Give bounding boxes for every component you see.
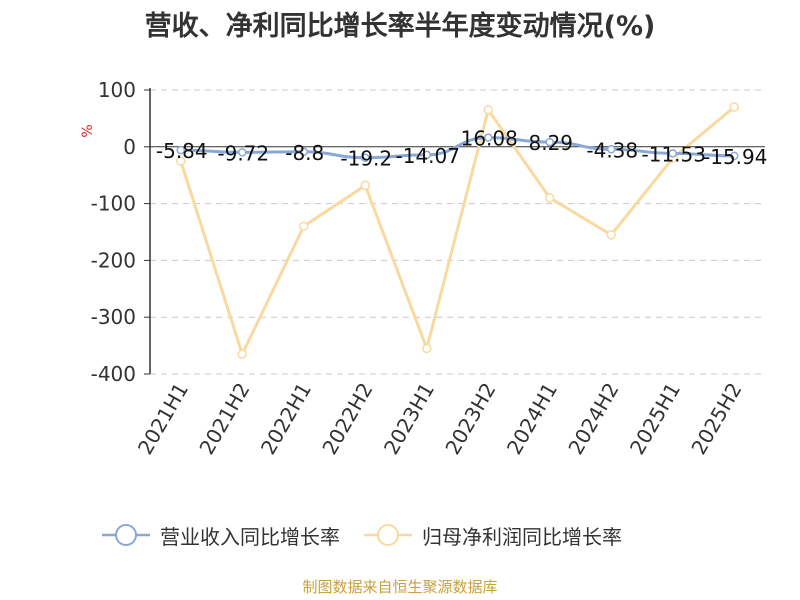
revenue-point [238,148,247,157]
net-profit-point [237,349,247,359]
revenue-point [176,145,185,155]
revenue-point [730,151,739,161]
data-label: 8.29 [528,131,573,155]
legend-swatch-revenue [102,524,150,546]
data-label: -4.38 [586,138,638,162]
data-label: 16.08 [461,127,518,151]
legend: 营业收入同比增长率 归母净利润同比增长率 [100,520,644,550]
net-profit-point [299,221,309,232]
net-profit-point [360,180,370,191]
data-label: -5.84 [156,139,208,163]
data-label: -8.8 [285,141,324,165]
legend-label-revenue: 营业收入同比增长率 [160,524,340,549]
legend-label-net-profit: 归母净利润同比增长率 [422,524,622,549]
data-label: -14.07 [396,144,460,168]
net-profit-point [483,105,493,115]
net-profit-point [606,230,616,240]
data-label: -15.94 [703,145,767,169]
x-tick-label: 2024H2 [563,379,623,459]
x-tick-label: 2023H2 [440,379,500,459]
revenue-point [299,147,308,157]
y-tick-label: 100 [98,78,136,102]
x-tick-label: 2023H1 [379,379,439,459]
x-tick-label: 2025H2 [686,379,746,459]
revenue-point [484,133,493,142]
source-note: 制图数据来自恒生聚源数据库 [302,578,498,596]
x-tick-label: 2021H1 [133,379,193,459]
y-tick-label: -300 [91,305,136,329]
revenue-series-line [180,136,735,160]
y-tick-label: -200 [91,248,136,272]
series-layer [176,102,739,359]
net-profit-point [545,193,555,203]
revenue-point [607,145,616,154]
x-tick-label: 2022H2 [317,379,377,459]
net-profit-series-line [179,105,736,359]
legend-item-net-profit[interactable]: 归母净利润同比增长率 [362,520,622,550]
revenue-point [361,153,370,162]
net-profit-point [176,156,186,166]
y-tick-label: -400 [91,362,136,386]
y-tick-label: 0 [123,135,136,159]
revenue-point [545,137,554,147]
legend-item-revenue[interactable]: 营业收入同比增长率 [100,520,340,550]
revenue-point [422,150,431,160]
chart-title: 营收、净利同比增长率半年度变动情况(%) [144,11,656,42]
y-tick-label: -100 [91,192,136,216]
x-tick-label: 2025H1 [625,379,685,459]
data-label: -9.72 [217,141,269,165]
y-axis-unit: % [80,124,96,137]
grid-layer [150,89,765,375]
data-label: -11.53 [642,142,706,166]
x-tick-label: 2022H1 [256,379,316,459]
net-profit-point [729,102,739,112]
x-tick-label: 2024H1 [502,379,562,459]
data-label: -19.2 [340,147,392,171]
legend-swatch-net-profit [364,524,412,546]
x-tick-label: 2021H2 [194,379,254,459]
net-profit-point [422,343,432,354]
revenue-point [668,149,677,158]
